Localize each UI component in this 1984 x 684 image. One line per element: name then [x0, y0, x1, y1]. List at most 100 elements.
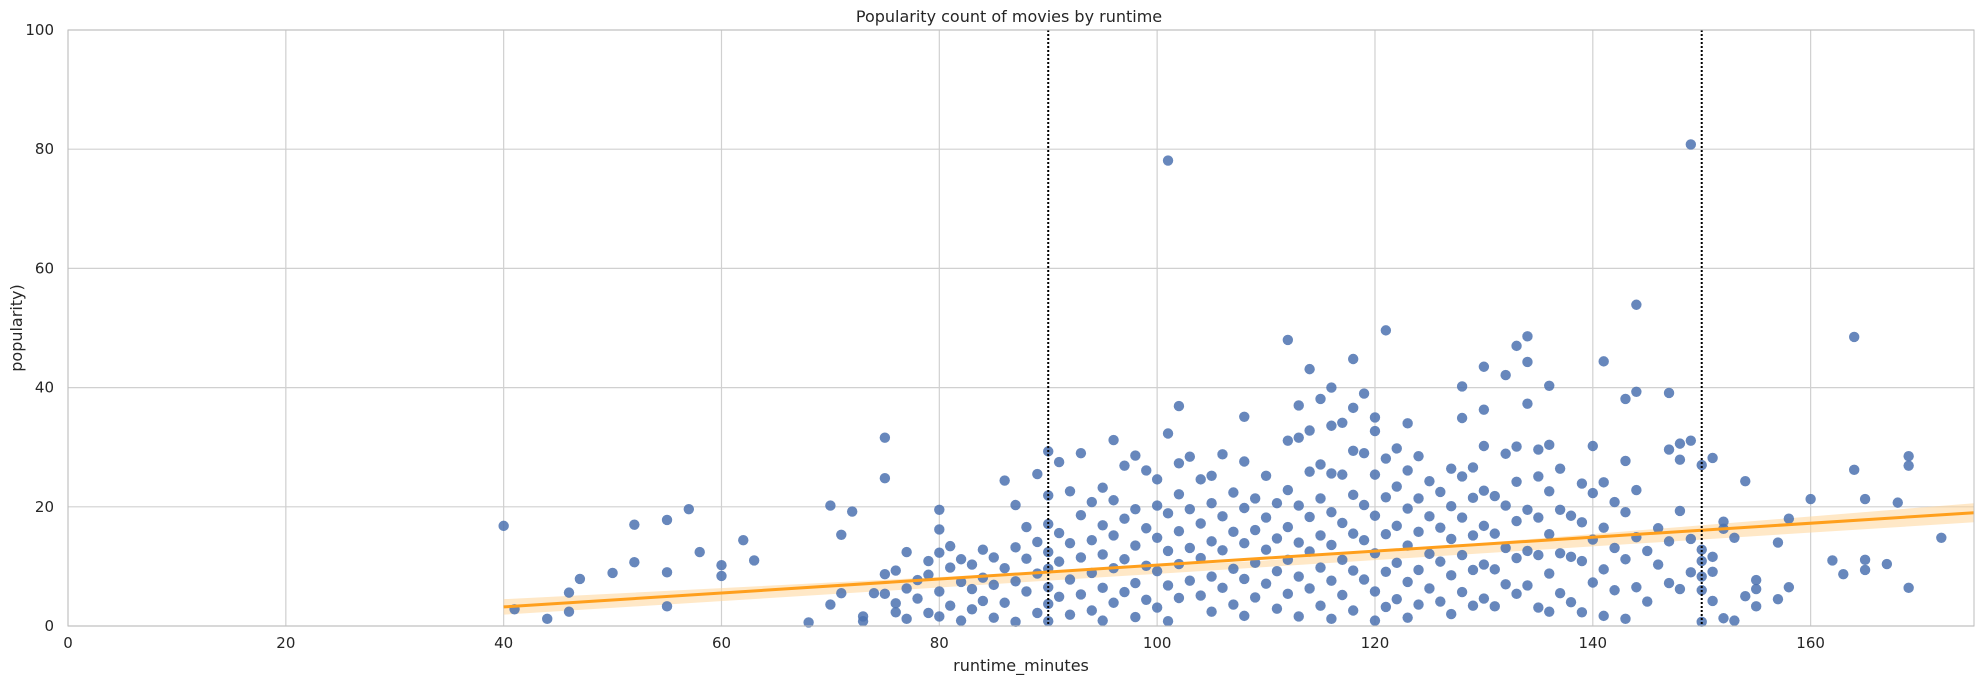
data-point: [1424, 548, 1435, 560]
data-point: [1151, 500, 1163, 511]
data-point: [1304, 466, 1315, 477]
data-point: [803, 617, 814, 628]
data-point: [1500, 448, 1511, 459]
data-point: [934, 547, 945, 558]
data-point: [1271, 603, 1283, 614]
data-point: [1337, 469, 1348, 480]
data-point: [1587, 440, 1599, 452]
data-point: [1848, 331, 1860, 343]
data-point: [1576, 478, 1588, 489]
data-point: [1456, 586, 1468, 598]
data-point: [1696, 544, 1707, 555]
data-point: [1326, 613, 1337, 625]
data-point: [1271, 565, 1283, 577]
data-point: [1805, 493, 1816, 505]
data-point: [1511, 552, 1522, 564]
data-point: [1402, 503, 1413, 514]
data-point: [1696, 616, 1707, 628]
x-tick-label: 160: [1796, 634, 1825, 652]
data-point: [1151, 532, 1163, 543]
data-point: [1554, 463, 1566, 474]
data-point: [1609, 496, 1620, 508]
data-point: [1500, 500, 1511, 511]
data-point: [1456, 412, 1468, 424]
data-point: [1446, 533, 1457, 545]
data-point: [1228, 563, 1239, 574]
data-point: [1228, 487, 1239, 498]
data-point: [1108, 434, 1119, 446]
chart-title: Popularity count of movies by runtime: [856, 7, 1162, 26]
data-point: [1293, 611, 1304, 622]
data-point: [1500, 542, 1511, 554]
data-point: [1119, 460, 1130, 471]
data-point: [1162, 155, 1174, 166]
data-point: [1522, 331, 1533, 342]
data-point: [1467, 564, 1479, 576]
data-point: [1424, 511, 1435, 522]
data-point: [1718, 516, 1729, 527]
data-point: [1260, 470, 1272, 482]
data-point: [1696, 555, 1707, 567]
data-point: [1478, 404, 1490, 415]
data-point: [1674, 583, 1686, 595]
data-point: [1075, 447, 1087, 459]
data-point: [1064, 537, 1076, 549]
data-point: [1674, 454, 1686, 465]
data-point: [1369, 510, 1381, 521]
data-point: [1446, 463, 1457, 474]
data-point: [945, 540, 956, 552]
data-point: [1413, 526, 1424, 538]
data-point: [923, 607, 934, 619]
data-point: [542, 613, 553, 625]
data-point: [1217, 449, 1228, 460]
data-point: [1424, 583, 1435, 594]
data-point: [1544, 529, 1555, 540]
data-point: [1620, 455, 1631, 467]
data-point: [1544, 486, 1555, 497]
y-tick-label: 40: [35, 379, 54, 397]
y-tick-label: 100: [25, 21, 54, 39]
data-point: [999, 597, 1010, 608]
data-point: [1848, 464, 1860, 476]
data-point: [1554, 504, 1566, 515]
data-point: [966, 604, 978, 615]
x-tick-label: 100: [1143, 634, 1172, 652]
data-point: [1260, 578, 1272, 589]
data-point: [1347, 605, 1359, 616]
data-point: [1903, 582, 1914, 594]
data-point: [683, 503, 695, 515]
data-point: [1173, 458, 1185, 469]
data-point: [1380, 566, 1392, 577]
data-point: [1598, 610, 1609, 622]
data-point: [1435, 486, 1446, 498]
data-point: [1173, 592, 1185, 604]
data-point: [934, 524, 945, 535]
data-point: [1358, 388, 1370, 399]
data-point: [1162, 580, 1174, 591]
data-point: [1151, 602, 1163, 613]
data-point: [1086, 534, 1097, 546]
data-point: [1478, 559, 1490, 570]
data-point: [1315, 530, 1326, 541]
data-point: [1544, 606, 1555, 617]
data-point: [661, 567, 673, 578]
data-point: [1707, 566, 1718, 577]
data-point: [1326, 420, 1337, 431]
data-point: [1151, 474, 1163, 485]
data-point: [1326, 539, 1337, 551]
data-point: [1642, 545, 1653, 557]
data-point: [1347, 565, 1359, 576]
data-point: [1391, 443, 1402, 454]
data-point: [879, 588, 891, 600]
data-point: [1032, 607, 1043, 619]
data-point: [934, 586, 945, 597]
data-point: [748, 555, 760, 566]
data-point: [1053, 556, 1065, 567]
data-point: [1064, 574, 1076, 585]
data-point: [1380, 492, 1392, 503]
data-point: [1162, 545, 1174, 557]
data-point: [1228, 599, 1239, 610]
data-point: [1141, 523, 1152, 534]
data-point: [1783, 582, 1795, 593]
data-point: [563, 606, 575, 617]
